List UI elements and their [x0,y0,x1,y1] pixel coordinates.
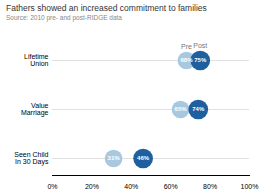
svg-text:74%: 74% [192,106,205,112]
svg-text:20%: 20% [85,183,99,190]
svg-text:ValueMarriage: ValueMarriage [21,102,49,117]
svg-text:0%: 0% [47,183,57,190]
svg-text:80%: 80% [203,183,217,190]
svg-text:75%: 75% [194,57,207,63]
svg-text:40%: 40% [124,183,138,190]
svg-text:Post: Post [193,42,207,49]
svg-text:46%: 46% [137,155,150,161]
svg-text:Seen ChildIn 30 Days: Seen ChildIn 30 Days [14,151,49,166]
html-text:Fathers showed an increased co: Fathers showed an increased commitment t… [6,3,207,13]
svg-text:Pre: Pre [181,43,192,50]
svg-text:31%: 31% [108,155,121,161]
svg-text:65%: 65% [175,106,188,112]
svg-text:60%: 60% [164,183,178,190]
svg-text:100%: 100% [241,183,259,190]
html-text:Source: 2010 pre- and post-RID: Source: 2010 pre- and post-RIDGE data [6,14,122,22]
svg-text:68%: 68% [180,57,193,63]
svg-text:LifetimeUnion: LifetimeUnion [24,53,49,67]
